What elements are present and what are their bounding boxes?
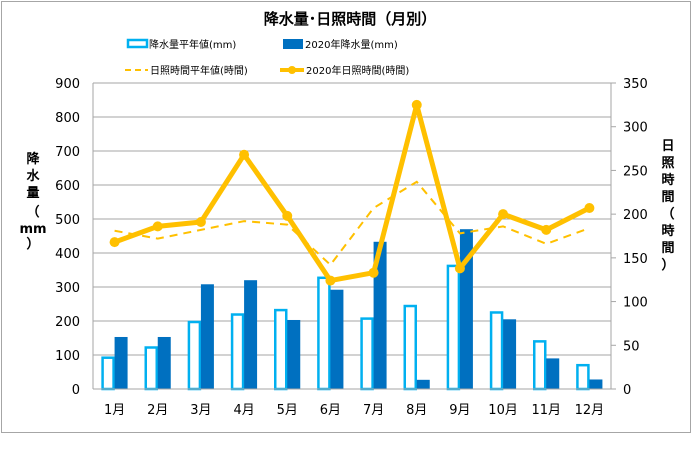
gridlines bbox=[93, 82, 611, 356]
point-2020-sunshine bbox=[282, 210, 293, 221]
legend-label: 2020年日照時間(時間) bbox=[306, 64, 409, 77]
y-axis-label: 降水量（ mm） bbox=[19, 151, 46, 252]
x-tick-label: 10月 bbox=[488, 403, 518, 418]
bar-2020-precip bbox=[330, 289, 344, 389]
bar-2020-precip bbox=[200, 284, 214, 389]
axes: 0 100 200 300 400 500 600 700 800 900 0 50 100 150 200… bbox=[55, 77, 648, 418]
y-tick-label: 0 bbox=[72, 383, 80, 398]
legend-swatch-2020-precip bbox=[283, 39, 303, 49]
bar-2020-precip bbox=[546, 358, 560, 389]
point-2020-sunshine bbox=[584, 203, 595, 214]
point-2020-sunshine bbox=[109, 237, 120, 248]
point-2020-sunshine bbox=[411, 99, 422, 110]
bar-normal-precip bbox=[576, 363, 590, 391]
bar-2020-precip bbox=[244, 280, 258, 389]
legend-marker bbox=[288, 66, 296, 74]
y-tick-label: 900 bbox=[55, 77, 80, 92]
x-tick-label: 1月 bbox=[104, 403, 125, 418]
bar-2020-precip bbox=[416, 379, 430, 389]
x-tick-label: 2月 bbox=[147, 403, 168, 418]
bar-2020-precip bbox=[589, 379, 603, 389]
bars bbox=[101, 229, 603, 391]
bar-normal-precip bbox=[317, 276, 331, 391]
y-tick-label: 300 bbox=[55, 281, 80, 296]
y2-tick-label: 0 bbox=[623, 383, 631, 398]
x-tick-label: 5月 bbox=[277, 403, 298, 418]
bar-normal-precip bbox=[230, 313, 245, 391]
y-tick-label: 200 bbox=[55, 315, 80, 330]
y-tick-label: 100 bbox=[55, 349, 80, 364]
bar-normal-precip bbox=[403, 304, 417, 391]
bar-normal-precip bbox=[187, 320, 202, 391]
bar-2020-precip bbox=[503, 319, 517, 389]
point-2020-sunshine bbox=[541, 224, 552, 235]
x-tick-label: 4月 bbox=[233, 403, 254, 418]
x-tick-label: 11月 bbox=[531, 403, 561, 418]
line-2020-sunshine bbox=[113, 102, 591, 284]
legend-swatch-normal-precip bbox=[126, 38, 149, 49]
y2-tick-label: 250 bbox=[623, 164, 648, 179]
legend: 降水量平年値(mm) 2020年降水量(mm) 日照時間平年値(時間) 2020年日照… bbox=[125, 38, 409, 77]
bar-normal-precip bbox=[144, 346, 158, 391]
point-2020-sunshine bbox=[152, 221, 163, 232]
y2-tick-label: 200 bbox=[623, 208, 648, 223]
chart-title: 降水量･日照時間（月別） bbox=[264, 10, 437, 28]
x-tick-label: 7月 bbox=[363, 403, 384, 418]
y-tick-label: 800 bbox=[55, 111, 80, 126]
point-2020-sunshine bbox=[239, 149, 250, 160]
point-2020-sunshine bbox=[368, 267, 379, 278]
bar-normal-precip bbox=[446, 264, 461, 391]
bar-2020-precip bbox=[373, 241, 387, 389]
legend-label: 日照時間平年値(時間) bbox=[150, 64, 248, 77]
x-tick-label: 6月 bbox=[320, 403, 341, 418]
legend-label: 降水量平年値(mm) bbox=[149, 38, 236, 51]
y-tick-label: 500 bbox=[55, 213, 80, 228]
y2-tick-label: 150 bbox=[623, 252, 648, 267]
point-2020-sunshine bbox=[498, 209, 509, 220]
legend-label: 2020年降水量(mm) bbox=[305, 38, 398, 51]
y-tick-label: 700 bbox=[55, 145, 80, 160]
y-tick-label: 400 bbox=[55, 247, 80, 262]
bar-2020-precip bbox=[157, 336, 171, 389]
y-tick-label: 600 bbox=[55, 179, 80, 194]
bar-2020-precip bbox=[114, 336, 128, 389]
x-tick-label: 12月 bbox=[575, 403, 605, 418]
x-tick-label: 3月 bbox=[190, 403, 211, 418]
x-tick-label: 8月 bbox=[406, 403, 427, 418]
y2-tick-label: 350 bbox=[623, 77, 648, 92]
point-2020-sunshine bbox=[325, 275, 336, 286]
y2-tick-label: 50 bbox=[623, 339, 640, 354]
point-2020-sunshine bbox=[454, 263, 465, 274]
line-normal-sunshine bbox=[114, 180, 590, 267]
y2-tick-label: 100 bbox=[623, 296, 648, 311]
y2-tick-label: 300 bbox=[623, 121, 648, 136]
bar-normal-precip bbox=[489, 311, 504, 391]
bar-normal-precip bbox=[533, 340, 547, 391]
bar-normal-precip bbox=[101, 356, 115, 391]
bar-normal-precip bbox=[274, 308, 288, 391]
lines bbox=[109, 99, 595, 286]
bar-normal-precip bbox=[360, 317, 374, 391]
x-tick-label: 9月 bbox=[449, 403, 470, 418]
y2-axis-label: 日照時間（時間） bbox=[661, 139, 674, 273]
point-2020-sunshine bbox=[195, 217, 206, 228]
bar-2020-precip bbox=[287, 319, 301, 389]
